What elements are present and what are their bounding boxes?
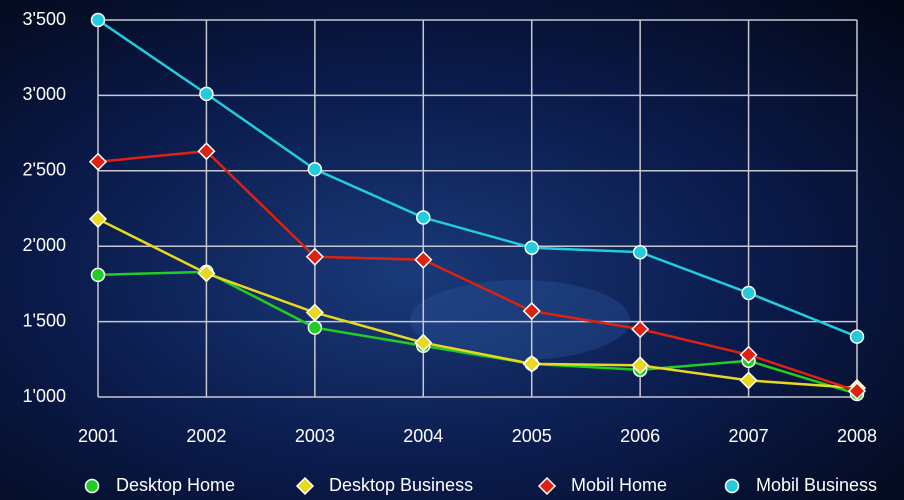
data-point	[305, 303, 324, 322]
data-point	[632, 244, 648, 260]
y-tick-label: 2'500	[23, 160, 66, 180]
data-point	[522, 354, 541, 373]
data-point	[305, 247, 324, 266]
y-tick-label: 3'500	[23, 9, 66, 29]
data-point	[524, 240, 539, 255]
legend-marker	[724, 478, 740, 494]
data-point	[197, 264, 216, 283]
data-point	[631, 320, 650, 339]
data-point	[197, 142, 216, 161]
data-point	[849, 329, 865, 344]
legend-marker	[537, 476, 557, 496]
data-point	[307, 320, 323, 335]
legend-label: Desktop Home	[116, 475, 235, 495]
background-glow	[410, 280, 630, 360]
data-point	[88, 152, 108, 171]
y-tick-label: 1'000	[23, 386, 66, 406]
data-point	[90, 267, 106, 283]
x-tick-label: 2004	[403, 426, 443, 446]
legend-label: Mobil Home	[571, 475, 667, 495]
y-tick-label: 1'500	[23, 310, 66, 330]
data-point	[847, 381, 867, 401]
x-tick-label: 2001	[78, 426, 118, 446]
x-tick-label: 2003	[295, 426, 335, 446]
x-tick-label: 2008	[837, 426, 877, 446]
y-tick-label: 2'000	[23, 235, 66, 255]
data-point	[90, 12, 106, 28]
x-tick-label: 2007	[729, 426, 769, 446]
data-point	[522, 301, 541, 321]
series-line	[97, 217, 858, 390]
series-line	[97, 18, 858, 338]
data-point	[416, 210, 431, 225]
data-point	[739, 345, 758, 364]
legend-marker	[295, 476, 315, 496]
legend-label: Mobil Business	[756, 475, 877, 495]
y-tick-label: 3'000	[23, 84, 66, 104]
legend-label: Desktop Business	[329, 475, 473, 495]
data-point	[88, 209, 108, 229]
data-point	[307, 162, 323, 177]
series-line	[97, 149, 858, 393]
legend-marker	[84, 478, 100, 494]
data-point	[631, 356, 650, 375]
data-point	[199, 86, 214, 102]
x-tick-label: 2002	[186, 426, 226, 446]
data-point	[739, 371, 758, 390]
x-tick-label: 2005	[512, 426, 552, 446]
x-tick-label: 2006	[620, 426, 660, 446]
data-point	[414, 333, 433, 352]
data-point	[414, 250, 433, 269]
data-point	[741, 285, 756, 301]
